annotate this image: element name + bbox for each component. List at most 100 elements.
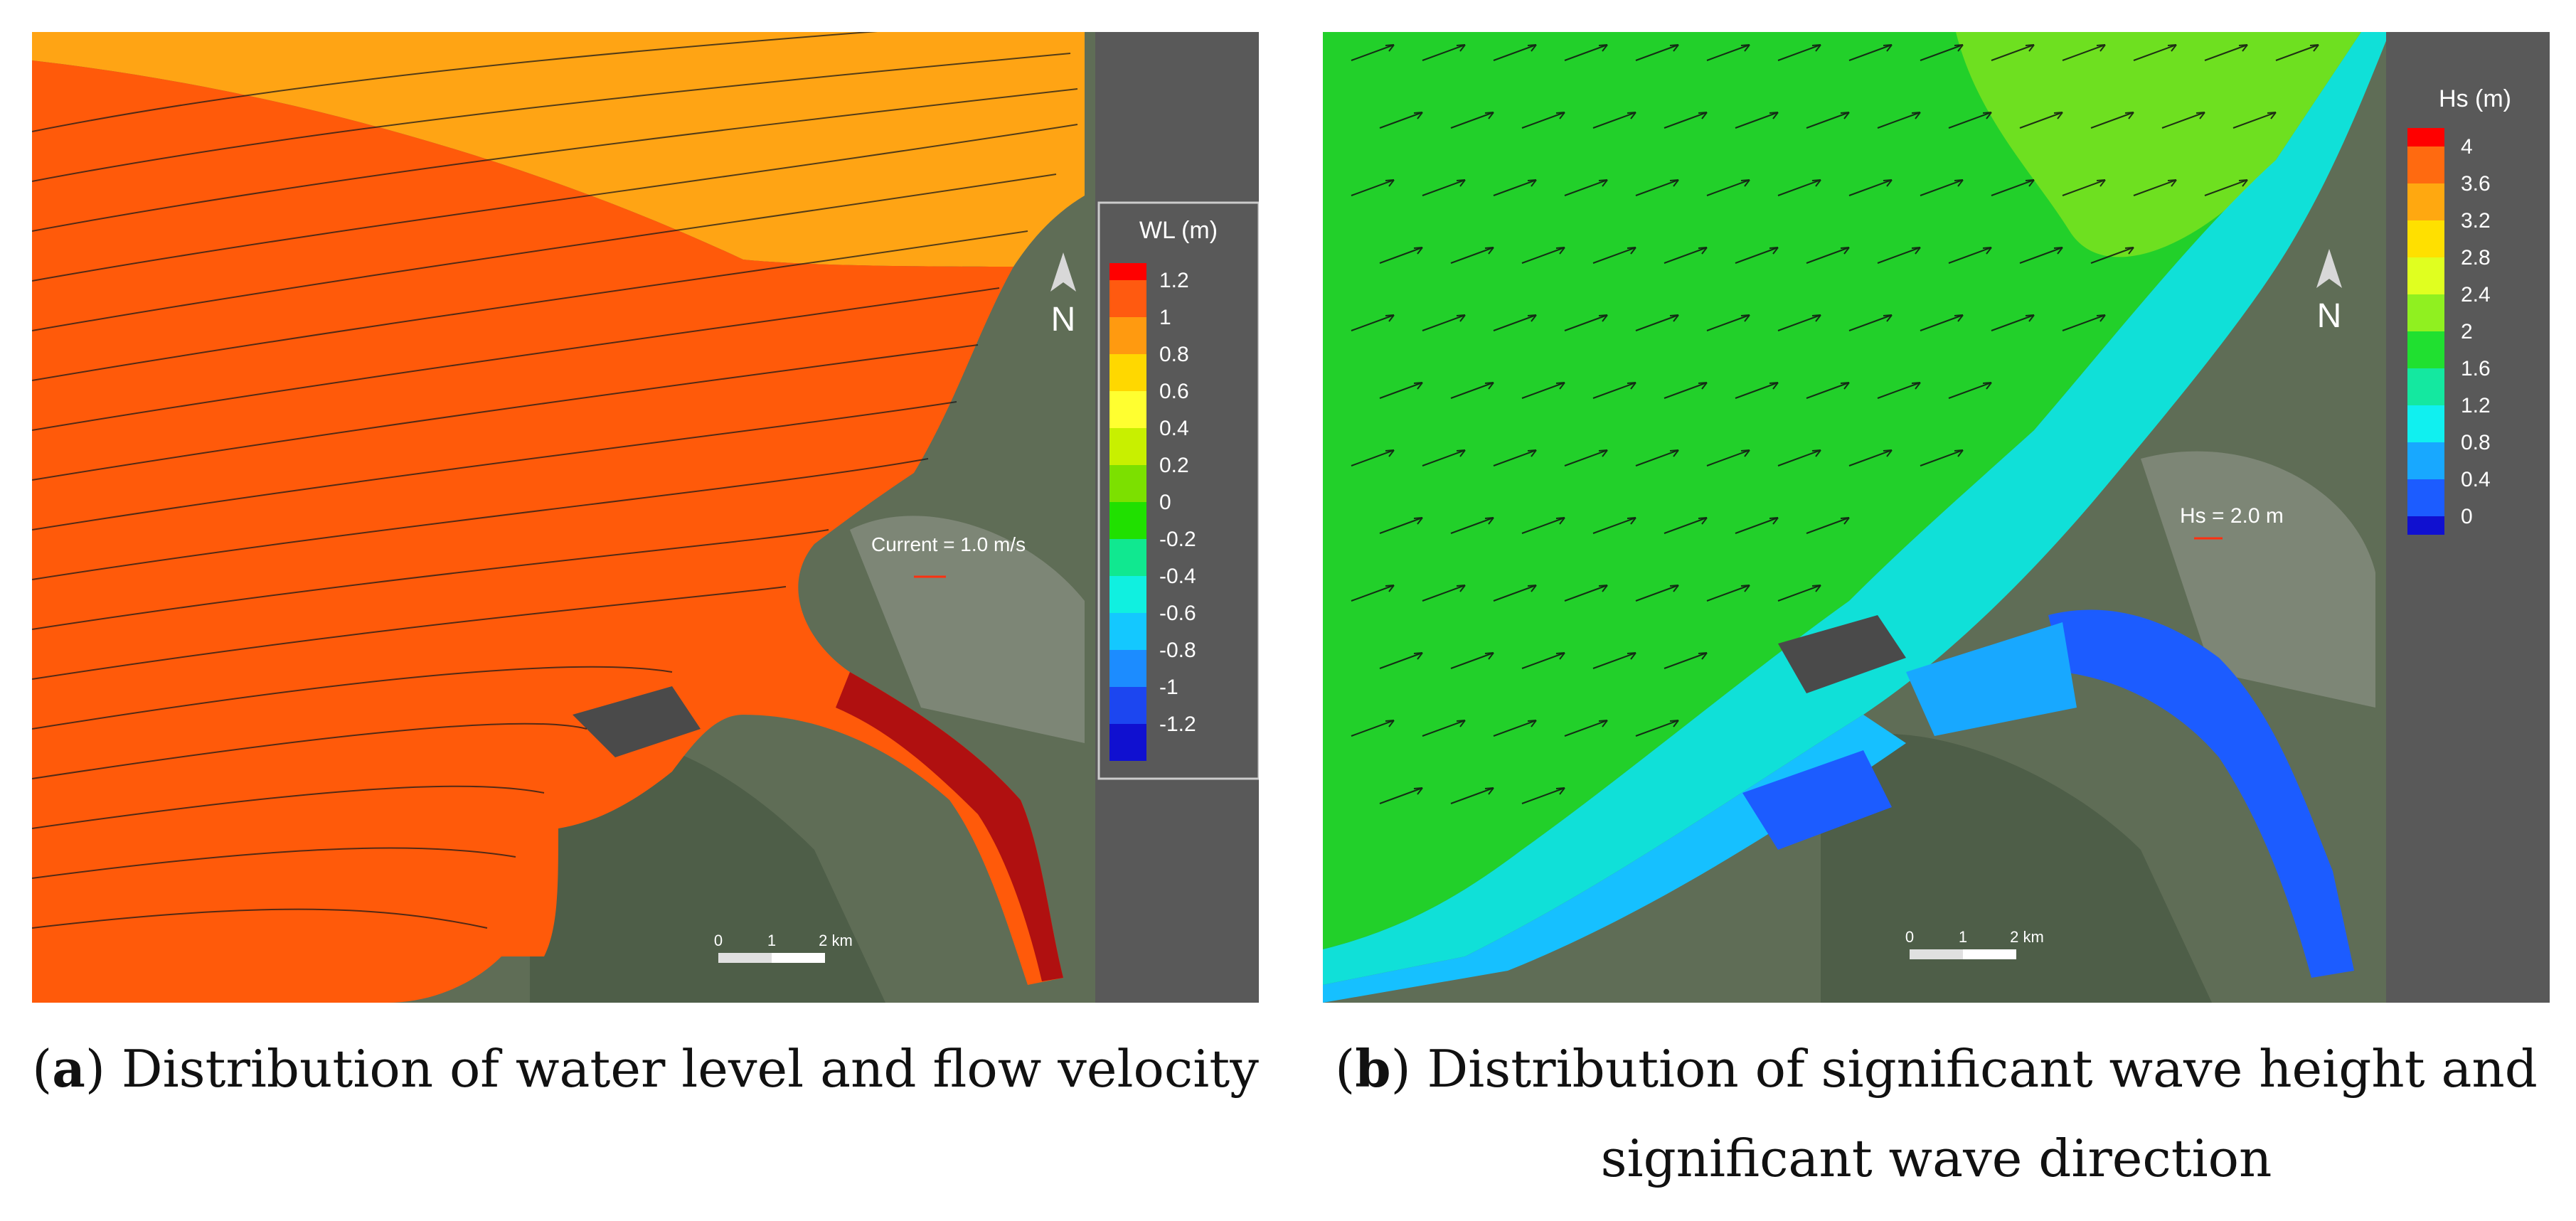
wave-arrow xyxy=(1450,517,1494,534)
wave-arrow-head xyxy=(1598,179,1608,187)
wave-arrow xyxy=(1877,112,1921,129)
legend-tick-label: 0.6 xyxy=(1159,380,1189,403)
scale-label-0: 0 xyxy=(1905,928,1914,946)
wave-arrow xyxy=(1521,112,1565,129)
north-label: N xyxy=(2317,297,2342,335)
wave-arrow xyxy=(1493,179,1537,196)
wave-arrow-head xyxy=(1527,44,1537,52)
legend-color-scale xyxy=(2407,128,2444,535)
wave-arrow-head xyxy=(1598,314,1608,322)
wave-arrow xyxy=(1635,44,1679,61)
wave-arrow xyxy=(1777,449,1821,466)
wave-arrow xyxy=(1635,585,1679,602)
wave-arrow xyxy=(1521,652,1565,669)
legend-frame xyxy=(1097,201,1259,780)
legend-swatch xyxy=(2407,220,2444,257)
harbour-inner-water xyxy=(1906,622,2077,736)
wave-arrow xyxy=(1422,314,1466,331)
legend-tick-label: 2 xyxy=(2461,320,2473,343)
wave-arrow xyxy=(1450,382,1494,399)
wave-arrow-head xyxy=(1555,112,1565,119)
wave-arrow-head xyxy=(1413,112,1423,119)
wave-arrow xyxy=(1564,314,1608,331)
wave-arrow xyxy=(1991,179,2035,196)
wave-arrow-head xyxy=(1669,179,1679,187)
wave-arrow-head xyxy=(1982,382,1992,390)
wave-arrow xyxy=(1493,720,1537,737)
wave-arrow xyxy=(1991,314,2035,331)
wave-arrow xyxy=(1351,585,1395,602)
wave-arrow-head xyxy=(1769,382,1779,390)
legend-tick-label: 0.8 xyxy=(2461,431,2491,454)
wave-arrow-head xyxy=(1413,247,1423,255)
wave-arrow-head xyxy=(1811,44,1821,52)
wave-arrow-head xyxy=(1954,179,1964,187)
wave-arrow xyxy=(2133,179,2177,196)
legend-tick-label: 2.8 xyxy=(2461,246,2491,270)
wave-arrow xyxy=(1635,179,1679,196)
legend-swatch xyxy=(2407,516,2444,535)
wave-arrow xyxy=(1735,517,1779,534)
wave-arrow xyxy=(2019,112,2063,129)
wave-arrow xyxy=(1735,382,1779,399)
legend-tick-label: 4 xyxy=(2461,135,2473,159)
wave-arrow-head xyxy=(1911,382,1921,390)
wave-arrow-head xyxy=(1811,314,1821,322)
wave-arrow-head xyxy=(1627,652,1636,660)
wave-arrow-head xyxy=(1698,652,1708,660)
wave-arrow xyxy=(1351,44,1395,61)
legend-swatch xyxy=(1109,687,1146,724)
water-level-zone-main xyxy=(32,60,1063,1003)
wave-arrow xyxy=(1521,787,1565,804)
legend-tick-label: -1 xyxy=(1159,676,1178,699)
legend-tick-label: 1 xyxy=(1159,306,1171,329)
scale-bar: 0 1 2 km xyxy=(1905,928,2044,959)
wave-arrow-head xyxy=(1883,44,1893,52)
wave-arrow-head xyxy=(1527,585,1537,592)
wave-arrow-head xyxy=(1840,112,1850,119)
wave-arrow xyxy=(1664,382,1708,399)
wave-arrow xyxy=(1493,314,1537,331)
legend-swatch xyxy=(2407,146,2444,183)
wave-arrow-head xyxy=(1954,314,1964,322)
wave-arrow-head xyxy=(1740,314,1750,322)
wave-arrow-head xyxy=(1811,585,1821,592)
wave-arrow-head xyxy=(1385,179,1395,187)
wave-arrow xyxy=(1848,179,1893,196)
legend-swatch xyxy=(2407,368,2444,405)
legend-tick-label: -0.2 xyxy=(1159,528,1196,551)
legend-tick-labels: 4 3.6 3.2 2.8 2.4 2 1.6 1.2 0.8 0.4 0 xyxy=(2461,135,2491,528)
wave-arrow xyxy=(1806,517,1850,534)
wave-arrow xyxy=(1991,44,2035,61)
wave-arrow-head xyxy=(1811,179,1821,187)
wave-arrow-head xyxy=(1385,449,1395,457)
water-level-map: WL (m) 1.2 1 0.8 0.6 0.4 0.2 0 -0.2 -0.4 -0.6 -0.8… xyxy=(32,32,1259,1003)
legend-swatch xyxy=(1109,263,1146,280)
wave-arrow-head xyxy=(1598,44,1608,52)
legend-swatch xyxy=(1109,354,1146,391)
wave-arrow-head xyxy=(1740,179,1750,187)
wave-arrow-head xyxy=(1669,44,1679,52)
legend-tick-label: 0.4 xyxy=(2461,468,2491,491)
wave-arrow xyxy=(1706,314,1750,331)
wave-arrow-head xyxy=(1456,44,1466,52)
wave-arrow-head xyxy=(1456,314,1466,322)
wave-arrow-head xyxy=(1883,314,1893,322)
wave-arrow xyxy=(1351,449,1395,466)
harbour-basin xyxy=(1742,750,1892,850)
wave-arrow-head xyxy=(1669,720,1679,727)
wave-arrow xyxy=(1806,247,1850,264)
caption-letter: a xyxy=(52,1038,85,1099)
wave-arrow-head xyxy=(2238,44,2248,52)
wave-arrow xyxy=(1351,720,1395,737)
legend-swatch xyxy=(1109,539,1146,576)
wave-arrow-head xyxy=(2124,112,2134,119)
wave-arrow xyxy=(1635,314,1679,331)
wave-arrow xyxy=(1948,247,1992,264)
scale-label-2: 2 km xyxy=(2010,928,2044,946)
wave-arrow xyxy=(2090,112,2134,129)
wave-arrow-head xyxy=(2309,44,2319,52)
wave-arrow xyxy=(1422,44,1466,61)
wave-arrow xyxy=(2161,112,2205,129)
wave-arrow xyxy=(1351,179,1395,196)
